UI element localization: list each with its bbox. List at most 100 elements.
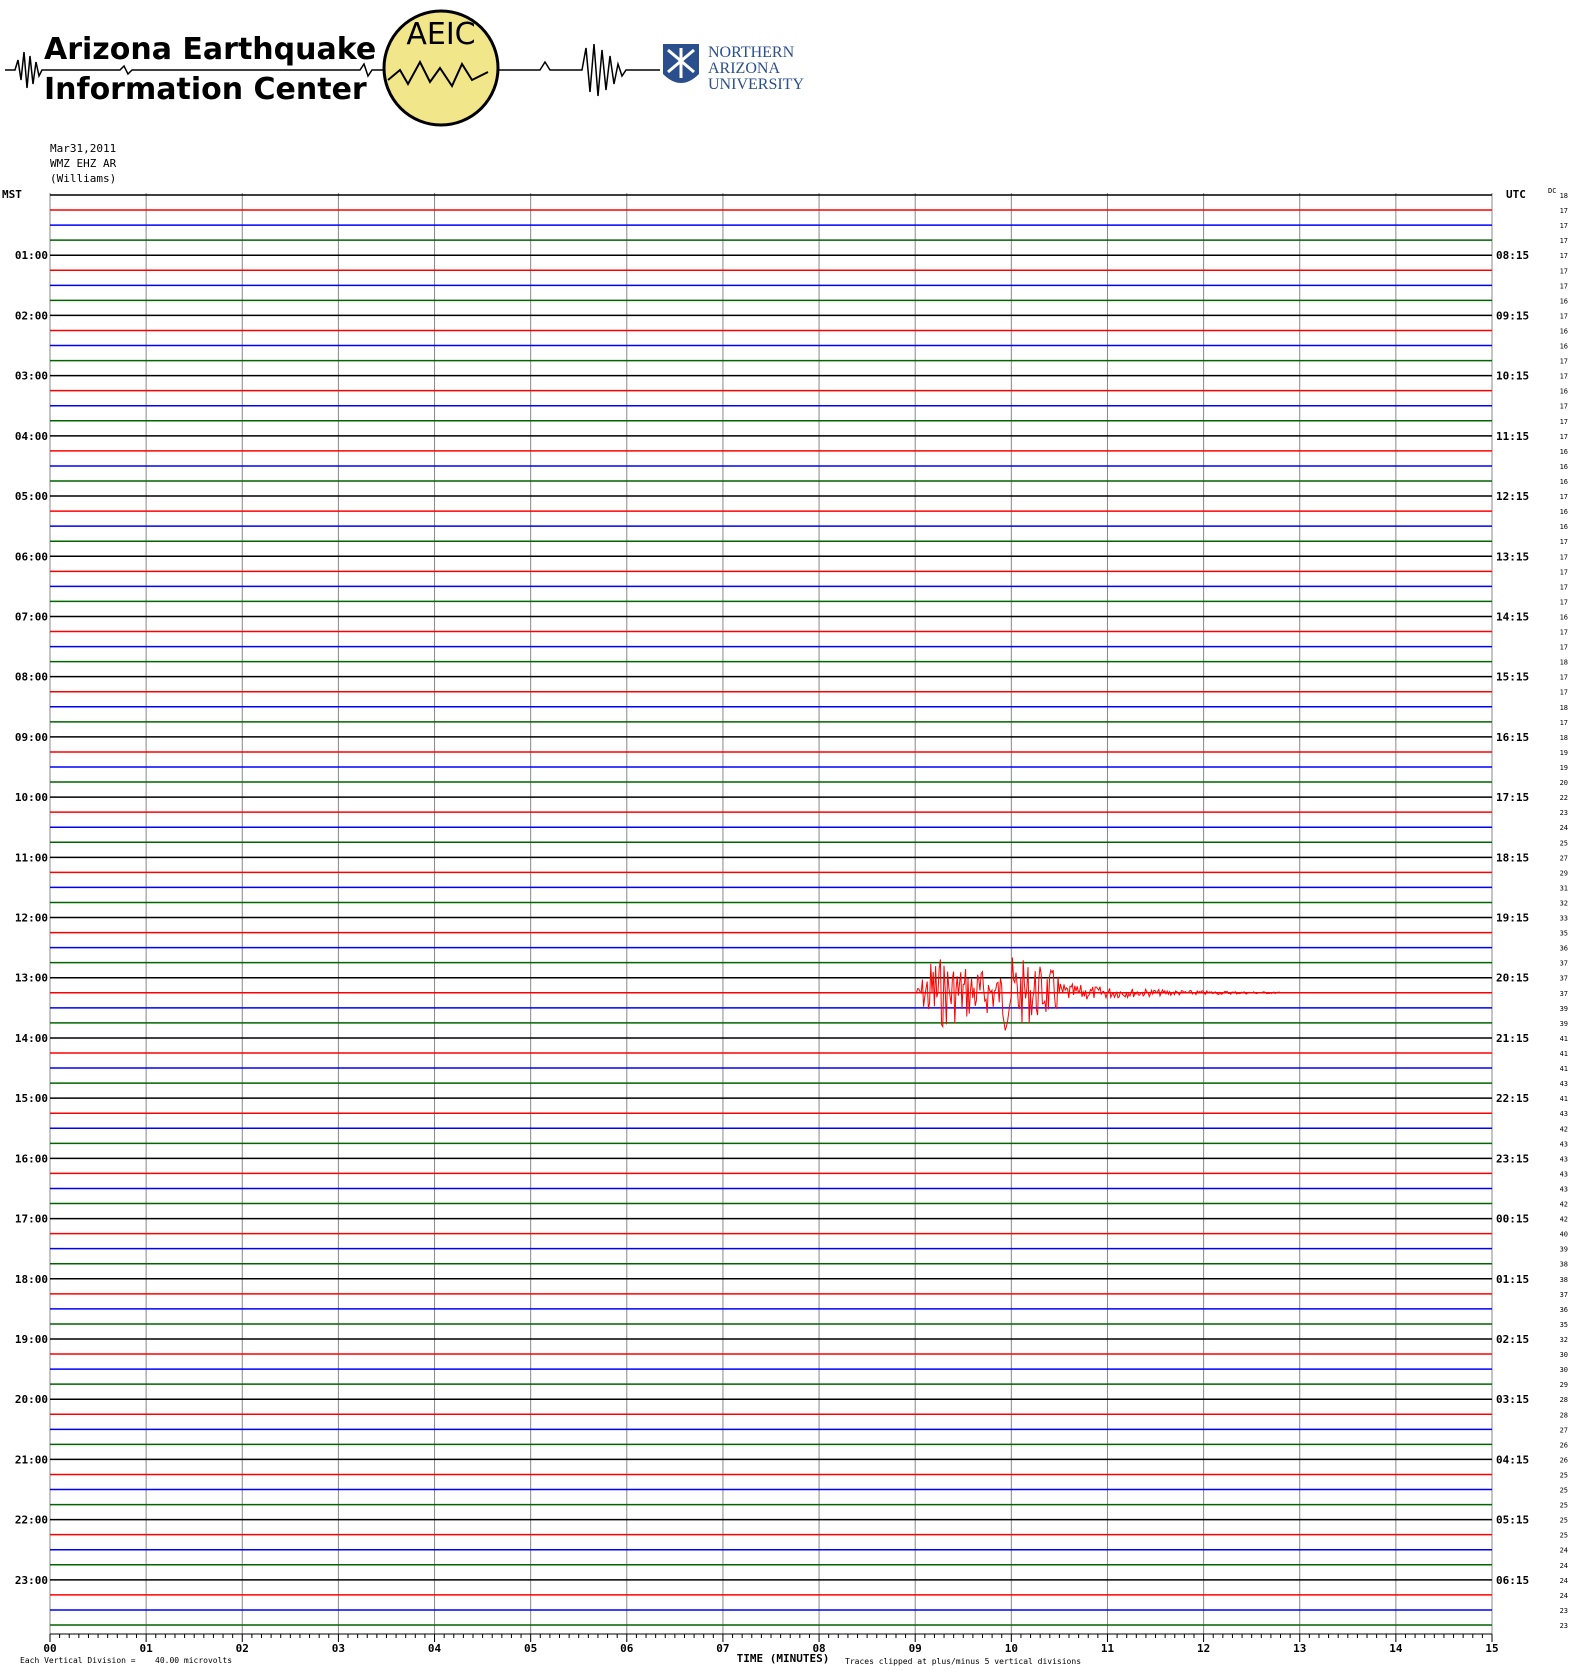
date: Mar31,2011	[50, 142, 116, 155]
dc-value: 17	[1560, 207, 1568, 215]
dc-value: 42	[1560, 1201, 1568, 1209]
mst-label: 15:00	[15, 1092, 48, 1105]
dc-value: 17	[1560, 267, 1568, 275]
mst-label: 07:00	[15, 610, 48, 623]
dc-value: 17	[1560, 583, 1568, 591]
dc-value: 16	[1560, 478, 1568, 486]
dc-value: 25	[1560, 839, 1568, 847]
mst-label: 23:00	[15, 1574, 48, 1587]
dc-value: 17	[1560, 719, 1568, 727]
dc-value: 25	[1560, 1532, 1568, 1540]
footer-scale: 40.00 microvolts	[155, 1656, 232, 1665]
dc-value: 37	[1560, 960, 1568, 968]
utc-label: 17:15	[1496, 791, 1529, 804]
dc-value: 23	[1560, 809, 1568, 817]
x-tick-label: 07	[716, 1642, 729, 1655]
x-tick-label: 13	[1293, 1642, 1306, 1655]
dc-value: 16	[1560, 388, 1568, 396]
dc-value: 30	[1560, 1366, 1568, 1374]
dc-value: 43	[1560, 1110, 1568, 1118]
dc-value: 17	[1560, 598, 1568, 606]
x-tick-label: 02	[236, 1642, 249, 1655]
dc-value: 43	[1560, 1170, 1568, 1178]
utc-label: 05:15	[1496, 1514, 1529, 1527]
dc-value: 35	[1560, 1321, 1568, 1329]
dc-value: 25	[1560, 1487, 1568, 1495]
dc-value: 17	[1560, 644, 1568, 652]
utc-label: 12:15	[1496, 490, 1529, 503]
utc-label: 19:15	[1496, 912, 1529, 925]
dc-value: 19	[1560, 764, 1568, 772]
dc-title: DC	[1548, 187, 1556, 195]
logo-wave	[387, 59, 489, 89]
dc-value: 36	[1560, 945, 1568, 953]
dc-value: 24	[1560, 824, 1568, 832]
mst-label: 20:00	[15, 1393, 48, 1406]
utc-label: 13:15	[1496, 550, 1529, 563]
dc-value: 16	[1560, 523, 1568, 531]
dc-value: 17	[1560, 373, 1568, 381]
dc-value: 39	[1560, 1020, 1568, 1028]
dc-value: 17	[1560, 282, 1568, 290]
dc-value: 40	[1560, 1231, 1568, 1239]
dc-value: 24	[1560, 1592, 1568, 1600]
mst-label: 09:00	[15, 731, 48, 744]
dc-value: 28	[1560, 1411, 1568, 1419]
x-tick-label: 10	[1005, 1642, 1018, 1655]
mst-label: 21:00	[15, 1453, 48, 1466]
mst-label: 01:00	[15, 249, 48, 262]
dc-value: 38	[1560, 1276, 1568, 1284]
dc-value: 35	[1560, 930, 1568, 938]
mst-label: 18:00	[15, 1273, 48, 1286]
utc-label: 04:15	[1496, 1453, 1529, 1466]
utc-label: 08:15	[1496, 249, 1529, 262]
org-title: Information Center	[44, 72, 367, 107]
station: WMZ EHZ AR	[50, 157, 117, 170]
mst-label: 10:00	[15, 791, 48, 804]
utc-label: 18:15	[1496, 851, 1529, 864]
dc-value: 37	[1560, 1291, 1568, 1299]
mst-label: 14:00	[15, 1032, 48, 1045]
dc-value: 25	[1560, 1517, 1568, 1525]
dc-value: 19	[1560, 749, 1568, 757]
dc-value: 17	[1560, 252, 1568, 260]
location: (Williams)	[50, 172, 116, 185]
univ-name: UNIVERSITY	[708, 76, 804, 93]
dc-value: 26	[1560, 1441, 1568, 1449]
logo-text: AEIC	[406, 17, 475, 52]
dc-value: 18	[1560, 704, 1568, 712]
dc-value: 29	[1560, 869, 1568, 877]
dc-value: 17	[1560, 237, 1568, 245]
utc-label: 21:15	[1496, 1032, 1529, 1045]
utc-label: 03:15	[1496, 1393, 1529, 1406]
mst-label: 05:00	[15, 490, 48, 503]
dc-value: 43	[1560, 1155, 1568, 1163]
dc-value: 43	[1560, 1080, 1568, 1088]
dc-value: 23	[1560, 1622, 1568, 1630]
dc-value: 17	[1560, 553, 1568, 561]
x-tick-label: 03	[332, 1642, 345, 1655]
utc-label: 00:15	[1496, 1213, 1529, 1226]
right-axis-title: UTC	[1506, 188, 1526, 201]
dc-value: 17	[1560, 629, 1568, 637]
dc-value: 39	[1560, 1005, 1568, 1013]
dc-value: 24	[1560, 1577, 1568, 1585]
dc-value: 43	[1560, 1140, 1568, 1148]
dc-value: 26	[1560, 1456, 1568, 1464]
utc-label: 10:15	[1496, 370, 1529, 383]
dc-value: 17	[1560, 418, 1568, 426]
utc-label: 09:15	[1496, 309, 1529, 322]
dc-value: 37	[1560, 975, 1568, 983]
utc-label: 01:15	[1496, 1273, 1529, 1286]
dc-value: 17	[1560, 358, 1568, 366]
dc-value: 16	[1560, 508, 1568, 516]
x-tick-label: 14	[1389, 1642, 1403, 1655]
mst-label: 16:00	[15, 1152, 48, 1165]
dc-value: 17	[1560, 312, 1568, 320]
dc-value: 17	[1560, 433, 1568, 441]
utc-label: 23:15	[1496, 1152, 1529, 1165]
mst-label: 12:00	[15, 912, 48, 925]
dc-value: 33	[1560, 915, 1568, 923]
mst-label: 04:00	[15, 430, 48, 443]
